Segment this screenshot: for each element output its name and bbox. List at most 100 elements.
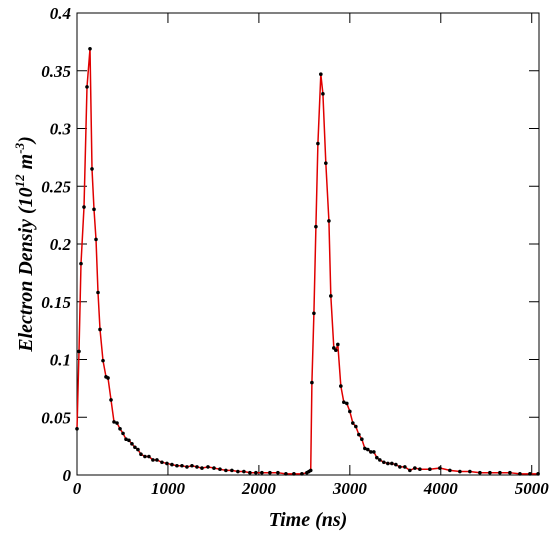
data-point	[508, 470, 512, 475]
data-point	[448, 468, 452, 473]
data-point	[248, 470, 252, 475]
plot-frame	[76, 12, 540, 476]
data-point	[94, 237, 98, 242]
data-point	[284, 472, 288, 476]
data-point	[390, 461, 394, 466]
y-label-part: Electron Densiy (10	[15, 187, 37, 352]
y-axis-label: Electron Densiy (1012 m-3)	[12, 136, 37, 353]
data-point	[98, 327, 102, 332]
x-tick-label: 4000	[423, 479, 459, 498]
data-point	[366, 447, 370, 452]
data-point	[321, 92, 325, 96]
y-tick-label: 0.35	[41, 62, 71, 81]
y-tick-label: 0.25	[41, 177, 71, 196]
data-point	[106, 376, 110, 380]
data-point	[394, 462, 398, 467]
data-point	[372, 450, 376, 454]
data-point	[127, 438, 131, 443]
data-point	[230, 468, 234, 473]
data-point	[351, 421, 355, 425]
data-point	[316, 141, 320, 146]
x-axis-label: Time (ns)	[269, 509, 348, 531]
data-point	[518, 472, 522, 476]
data-point	[339, 384, 343, 388]
data-point	[85, 85, 89, 89]
data-point	[418, 467, 422, 472]
data-point	[357, 432, 361, 437]
data-point	[77, 349, 81, 354]
data-point	[190, 463, 194, 468]
data-point	[308, 468, 313, 473]
y-tick-label: 0.1	[50, 351, 71, 370]
y-tick-label: 0.2	[50, 235, 72, 254]
series-line	[76, 48, 539, 475]
data-point	[468, 469, 472, 474]
data-point	[314, 224, 318, 229]
data-point	[334, 348, 338, 353]
data-point	[175, 463, 179, 468]
y-tick-label: 0.05	[41, 408, 71, 427]
data-point	[185, 465, 189, 469]
data-point	[170, 462, 174, 467]
data-point	[155, 458, 159, 462]
data-point	[528, 472, 532, 476]
y-tick-label: 0	[63, 466, 72, 485]
data-point	[136, 447, 140, 452]
y-label-sup: 12	[12, 174, 27, 188]
data-point	[218, 467, 222, 472]
data-point	[165, 461, 169, 466]
data-point	[195, 465, 199, 469]
y-tick-label: 0.4	[50, 4, 71, 23]
data-point	[413, 466, 417, 470]
data-point	[88, 47, 92, 51]
data-point	[363, 446, 367, 451]
data-point	[327, 219, 331, 223]
data-point	[115, 421, 119, 425]
y-label-part: )	[15, 136, 37, 145]
data-point	[319, 72, 323, 77]
data-point	[236, 469, 240, 474]
data-point	[348, 409, 352, 414]
data-point	[386, 461, 390, 466]
data-point	[478, 470, 482, 475]
data-point	[143, 454, 147, 459]
data-point	[212, 466, 216, 470]
data-point	[382, 460, 386, 465]
data-point	[329, 294, 333, 298]
data-point	[121, 431, 125, 436]
y-tick-label: 0.15	[41, 293, 71, 312]
data-point	[398, 465, 402, 469]
data-point	[375, 455, 379, 460]
x-tick-label: 0	[73, 479, 82, 498]
data-point	[360, 437, 364, 441]
data-point	[536, 472, 540, 476]
data-point	[428, 467, 432, 472]
data-point	[79, 261, 83, 266]
data-point	[124, 437, 128, 441]
data-point	[92, 207, 96, 212]
data-point	[200, 466, 204, 470]
data-point	[403, 465, 407, 469]
data-point	[224, 468, 228, 473]
data-point	[488, 470, 492, 475]
x-tick-label: 2000	[241, 479, 277, 498]
data-point	[75, 427, 79, 431]
data-point	[109, 398, 113, 402]
data-point	[378, 458, 382, 462]
x-tick-label: 3000	[332, 479, 368, 498]
data-point	[336, 342, 340, 347]
data-point	[408, 468, 412, 473]
data-point	[268, 470, 272, 475]
y-label-part: m	[15, 154, 37, 175]
data-point	[276, 470, 280, 475]
data-point	[354, 424, 358, 429]
data-point	[133, 445, 137, 450]
data-point	[101, 358, 105, 363]
data-point	[345, 401, 349, 406]
data-point	[342, 400, 346, 405]
data-point	[147, 454, 151, 459]
data-point	[292, 472, 296, 476]
data-point	[300, 472, 304, 476]
data-point	[151, 458, 155, 462]
